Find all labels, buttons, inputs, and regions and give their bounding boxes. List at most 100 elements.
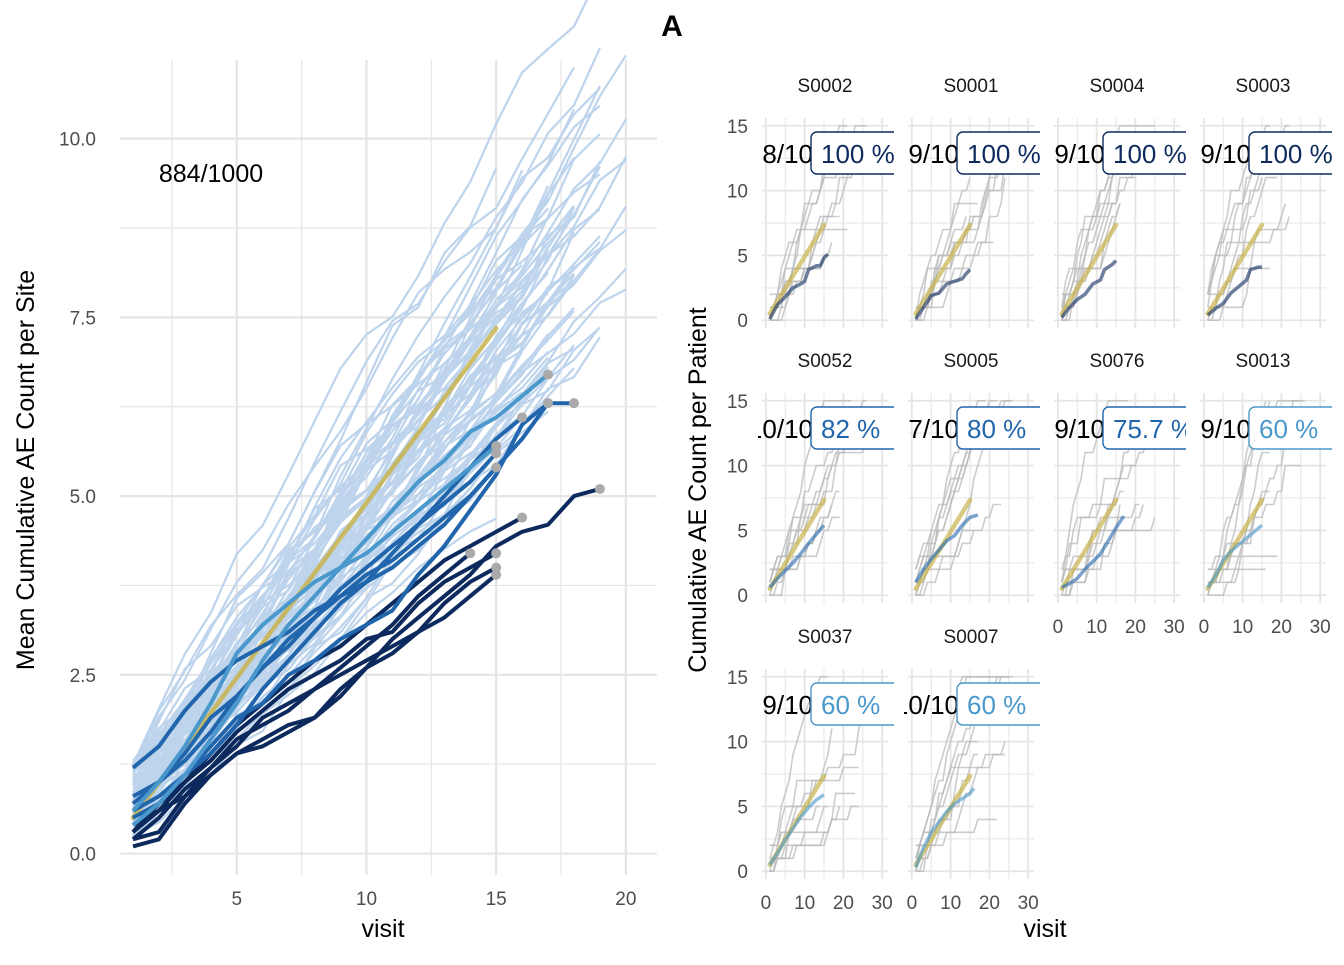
main-y-tick-label: 0.0: [70, 845, 96, 866]
facet-x-tick-label: 0: [1199, 617, 1210, 638]
facet-x-tick-label: 20: [833, 893, 854, 914]
facet-y-tick-label: 10: [727, 182, 748, 203]
facet-site-mean-line: [768, 524, 826, 589]
site-end-marker: [517, 412, 528, 423]
facet-site-mean-line: [768, 252, 830, 320]
facet-s0003: S0003 9/10 100 %: [1200, 76, 1333, 328]
facet-label-group: 9/10 60 %: [762, 682, 894, 726]
facet-strip-label: S0001: [944, 76, 999, 97]
facet-label-group: 10/10 82 %: [748, 406, 894, 450]
facet-strip-label: S0005: [944, 351, 999, 372]
facet-x-tick-label: 10: [794, 893, 815, 914]
facet-label-group: 9/10 75.7 %: [1054, 406, 1194, 450]
site-end-marker: [543, 398, 554, 409]
site-end-marker: [517, 512, 528, 523]
facet-s0002: 0 5 10 15 S0002 8/10 100 %: [727, 76, 895, 332]
facet-y-axis-label: Cumulative AE Count per Patient: [684, 307, 712, 673]
site-end-marker: [491, 569, 502, 580]
facet-x-tick-label: 10: [1232, 617, 1253, 638]
facet-site-mean-line: [768, 793, 825, 866]
facet-site-mean-line: [914, 268, 972, 320]
facet-site-mean-line: [1061, 515, 1126, 589]
site-end-marker: [491, 562, 502, 573]
facet-strip-label: S0007: [944, 627, 999, 648]
facet-s0007: 0 10 20 30 S0007 10/10 60 %: [904, 627, 1040, 914]
background-site-line: [132, 104, 601, 780]
site-end-marker: [491, 448, 502, 459]
patient-line: [915, 529, 974, 596]
facet-count-label: 7/10: [908, 414, 959, 444]
facet-site-mean-line: [1206, 265, 1262, 317]
facet-strip-label: S0013: [1236, 351, 1291, 372]
facet-s0005: S0005 7/10 80 %: [908, 351, 1040, 603]
facet-percent-label: 100 %: [967, 139, 1041, 169]
facet-y-tick-label: 5: [737, 797, 748, 818]
site-series-line: [131, 551, 472, 834]
facet-y-tick-label: 0: [737, 862, 748, 883]
facet-reference-line: [1205, 222, 1265, 316]
facet-strip-label: S0037: [798, 627, 853, 648]
site-end-marker: [543, 369, 554, 380]
facet-percent-label: 100 %: [821, 139, 895, 169]
facet-count-label: 9/10: [762, 690, 813, 720]
facet-y-tick-label: 10: [727, 733, 748, 754]
patient-line: [1061, 400, 1128, 570]
main-y-axis-label: Mean Cumulative AE Count per Site: [12, 270, 40, 670]
facet-x-tick-label: 0: [1053, 617, 1064, 638]
patient-line: [1061, 439, 1133, 596]
background-site-line: [132, 217, 549, 835]
patient-line: [1061, 176, 1136, 308]
main-y-tick-label: 7.5: [70, 308, 96, 329]
facet-count-label: 9/10: [908, 139, 959, 169]
facet-label-group: 9/10 60 %: [1200, 406, 1332, 450]
site-series-line: [131, 466, 498, 806]
facet-y-tick-label: 0: [737, 311, 748, 332]
facet-percent-box: [1248, 406, 1332, 450]
patient-line: [769, 164, 825, 309]
facet-count-label: 10/10: [748, 414, 813, 444]
patient-line: [915, 177, 1006, 321]
facet-x-tick-label: 20: [1271, 617, 1292, 638]
facet-y-tick-label: 5: [737, 521, 748, 542]
facet-x-tick-label: 10: [1086, 617, 1107, 638]
site-series-line: [131, 515, 524, 834]
site-overview-chart: 5 10 15 20 0.0 2.5 5.0 7.5 10.0 884/1000: [59, 0, 657, 910]
site-series-line: [132, 565, 498, 849]
facet-percent-box: [810, 682, 894, 726]
facet-s0001: S0001 9/10 100 %: [908, 76, 1041, 328]
facet-percent-label: 60 %: [1259, 414, 1318, 444]
patient-line: [1207, 203, 1287, 309]
facet-strip-label: S0076: [1090, 351, 1145, 372]
facet-x-tick-label: 30: [1310, 617, 1331, 638]
facet-reference-line: [913, 222, 973, 316]
main-x-tick-label: 5: [231, 889, 242, 910]
facet-percent-box: [956, 406, 1040, 450]
facet-strip-label: S0003: [1236, 76, 1291, 97]
facet-site-mean-line: [1060, 259, 1118, 319]
facet-site-mean-line: [1206, 523, 1264, 589]
background-site-line: [132, 118, 627, 764]
facet-s0004: S0004 9/10 100 %: [1054, 76, 1186, 328]
site-end-marker: [491, 441, 502, 452]
facet-percent-label: 100 %: [1259, 139, 1333, 169]
facet-label-group: 9/10 100 %: [1200, 131, 1333, 175]
facet-percent-box: [810, 131, 894, 175]
background-site-line: [132, 322, 498, 812]
site-series-line: [131, 444, 498, 813]
facet-s0013: 0 10 20 30 S0013 9/10 60 %: [1199, 351, 1332, 638]
facet-percent-label: 60 %: [967, 690, 1026, 720]
facet-y-tick-label: 15: [727, 117, 748, 138]
background-site-line: [132, 169, 524, 769]
background-site-line: [132, 0, 589, 766]
patient-line: [769, 400, 852, 596]
patient-line: [1061, 464, 1136, 571]
facet-x-tick-label: 30: [872, 893, 893, 914]
facet-percent-label: 75.7 %: [1113, 414, 1194, 444]
main-x-tick-label: 15: [486, 889, 507, 910]
background-site-line: [132, 292, 498, 774]
main-x-tick-label: 10: [356, 889, 377, 910]
patient-line: [769, 806, 841, 872]
facet-y-tick-label: 10: [727, 457, 748, 478]
patient-line: [1061, 426, 1156, 583]
